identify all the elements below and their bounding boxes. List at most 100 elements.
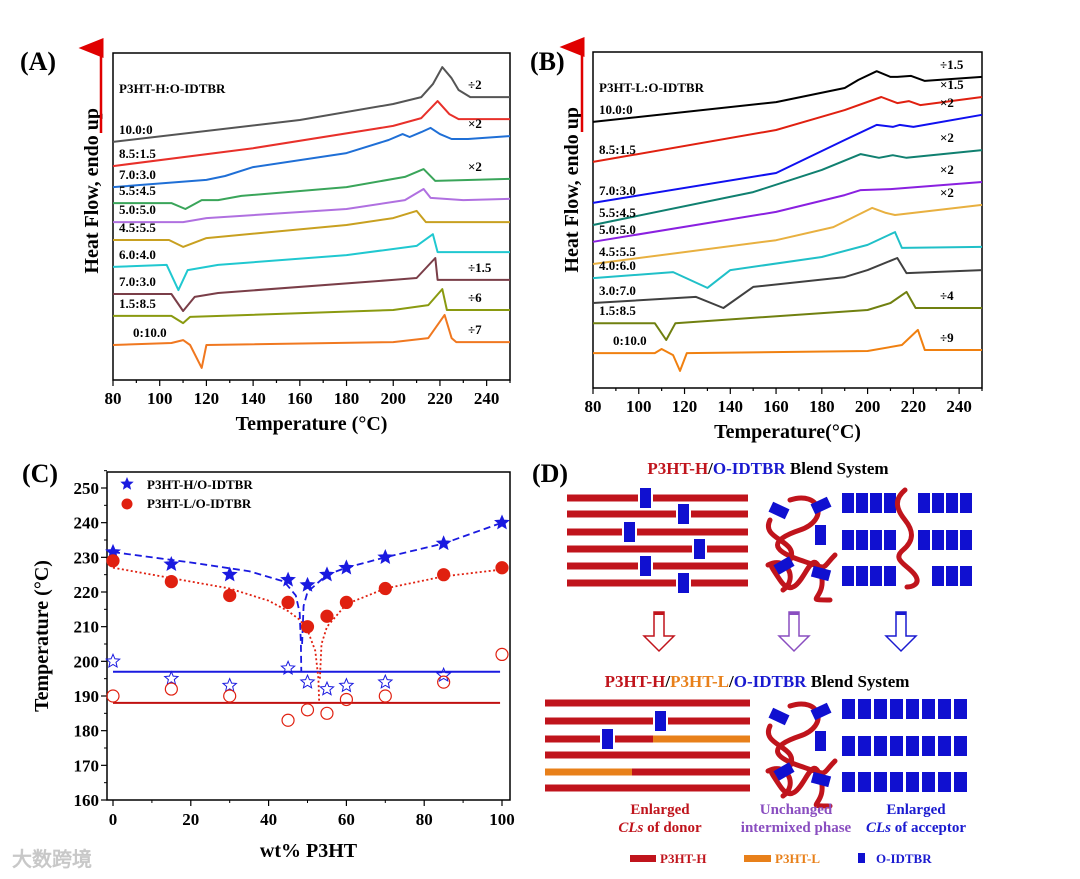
o-idtbr-molecule — [922, 772, 935, 792]
panel-label-d: (D) — [532, 459, 568, 488]
dsc-chart-a: 80 100 120 140 160 180 200 220 240 Temperature (°… — [78, 38, 511, 435]
x-tick-label: 160 — [763, 397, 789, 416]
o-idtbr-molecule — [773, 556, 795, 575]
o-idtbr-molecule — [954, 772, 967, 792]
curve-ratio-label: 1.5:8.5 — [119, 296, 156, 311]
plot-frame — [106, 471, 511, 801]
o-idtbr-molecule — [815, 731, 826, 751]
o-idtbr-molecule — [906, 772, 919, 792]
y-tick-label: 190 — [74, 687, 100, 706]
curve-scale-label: ÷9 — [940, 330, 954, 345]
dsc-curve — [593, 290, 982, 341]
data-point-circle — [320, 609, 334, 623]
x-tick-label: 140 — [240, 389, 266, 408]
curve-ratio-label: 0:10.0 — [133, 325, 167, 340]
legend-label-p3ht-l: P3HT-L — [775, 851, 820, 866]
x-tick-label: 160 — [287, 389, 313, 408]
curve-ratio-label: 10.0:0 — [119, 122, 153, 137]
data-point-circle — [300, 620, 315, 634]
data-point-circle — [437, 568, 451, 582]
p3ht-h-chain — [691, 510, 748, 518]
y-tick-label: 160 — [74, 791, 100, 810]
curve-ratio-label: 4.5:5.5 — [119, 220, 156, 235]
data-point-star — [280, 660, 296, 675]
x-tick-label: 120 — [194, 389, 220, 408]
o-idtbr-molecule — [655, 711, 666, 731]
legend-label-o-idtbr: O-IDTBR — [876, 851, 932, 866]
data-point-star — [338, 677, 355, 693]
o-idtbr-molecule — [906, 699, 919, 719]
data-point-circle — [300, 703, 315, 717]
x-tick-label: 80 — [416, 810, 433, 829]
o-idtbr-molecule — [870, 566, 882, 586]
dsc-curve — [112, 313, 510, 369]
data-point-star — [163, 670, 180, 686]
p3ht-h-chain — [567, 562, 638, 570]
o-idtbr-molecule — [768, 707, 790, 726]
o-idtbr-molecule — [640, 488, 651, 508]
data-point-star — [221, 677, 238, 693]
watermark: 大数跨境 — [12, 847, 92, 871]
y-tick-label: 180 — [74, 722, 100, 741]
data-point-circle — [106, 554, 120, 568]
o-idtbr-molecule — [922, 736, 935, 756]
curve-ratio-label: 10.0:0 — [599, 102, 633, 117]
y-tick-label: 250 — [74, 479, 100, 498]
dsc-curve — [592, 203, 983, 265]
curve-scale-label: ×2 — [940, 95, 954, 110]
dsc-curve — [112, 126, 511, 189]
legend-swatch-p3ht-h — [630, 855, 656, 862]
o-idtbr-molecule — [890, 699, 903, 719]
curve-ratio-label: 1.5:8.5 — [599, 303, 636, 318]
x-tick-label: 200 — [855, 397, 881, 416]
o-idtbr-molecule — [932, 530, 944, 550]
dsc-curve — [112, 66, 510, 143]
legend-marker-circle — [121, 498, 133, 510]
curve-ratio-label: 4.5:5.5 — [599, 244, 636, 259]
lamellae-top — [567, 487, 972, 603]
o-idtbr-molecule — [938, 699, 951, 719]
panel-label-a: (A) — [20, 47, 56, 76]
o-idtbr-molecule — [946, 566, 958, 586]
data-point-star — [299, 576, 316, 592]
dsc-chart-b: 80 100 120 140 160 180 200 220 240 Temperature(°C… — [559, 37, 983, 443]
o-idtbr-molecule — [922, 699, 935, 719]
legend-swatch-o-idtbr — [858, 853, 865, 863]
o-idtbr-molecule — [890, 772, 903, 792]
legend-label-p3ht-h: P3HT-H — [660, 851, 706, 866]
o-idtbr-molecule — [624, 522, 635, 542]
o-idtbr-molecule — [960, 566, 972, 586]
p3ht-h-chain — [632, 768, 750, 776]
x-tick-label: 80 — [585, 397, 602, 416]
caption-intermixed-line2: intermixed phase — [741, 820, 852, 836]
curve-ratio-label: 8.5:1.5 — [119, 146, 156, 161]
o-idtbr-molecule — [810, 771, 832, 788]
x-tick-label: 180 — [809, 397, 835, 416]
data-point-circle — [281, 713, 295, 727]
curve-scale-label: ÷4 — [940, 288, 954, 303]
p3ht-h-chain — [567, 510, 676, 518]
phase-diagram-chart-c: 160 170 180 190 200 210 220 230 240 250 0 20 40 60 80 1… — [31, 470, 515, 862]
data-point-star — [435, 535, 452, 551]
data-point-star — [494, 514, 510, 530]
y-tick-label: 170 — [74, 756, 100, 775]
dsc-curve — [113, 188, 511, 224]
o-idtbr-molecule — [954, 736, 967, 756]
o-idtbr-molecule — [815, 525, 826, 545]
curve-scale-label: ÷2 — [468, 77, 482, 92]
x-tick-label: 220 — [901, 397, 927, 416]
o-idtbr-molecule — [694, 539, 705, 559]
x-tick-label: 240 — [474, 389, 500, 408]
o-idtbr-molecule — [810, 702, 832, 721]
caption-intermixed-line1: Unchanged — [760, 802, 833, 818]
o-idtbr-molecule — [678, 573, 689, 593]
x-tick-label: 200 — [380, 389, 406, 408]
y-axis-title: Heat Flow, endo up — [561, 107, 583, 273]
legend-marker-star — [120, 477, 134, 490]
o-idtbr-molecule — [874, 736, 887, 756]
o-idtbr-molecule — [842, 772, 855, 792]
o-idtbr-molecule — [884, 530, 896, 550]
o-idtbr-molecule — [960, 493, 972, 513]
chart-series-group-label: P3HT-H:O-IDTBR — [119, 81, 226, 96]
curve-ratio-label: 7.0:3.0 — [119, 167, 156, 182]
